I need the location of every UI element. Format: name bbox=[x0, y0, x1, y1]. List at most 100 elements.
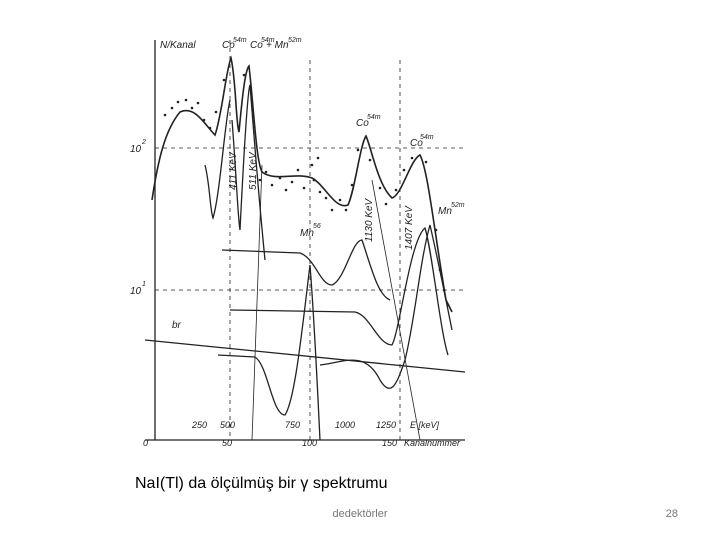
data-point bbox=[442, 288, 446, 292]
data-point bbox=[222, 78, 226, 82]
decade-base: 10 bbox=[130, 286, 142, 297]
peak-label-sup: 54m bbox=[367, 114, 381, 121]
energy-label: 411 KeV bbox=[228, 151, 239, 190]
data-points bbox=[163, 73, 450, 307]
data-point bbox=[202, 118, 206, 122]
data-point bbox=[208, 126, 212, 130]
channel-tick: 50 bbox=[222, 438, 232, 448]
peak-label-base: Co bbox=[356, 118, 369, 129]
peak-label-base: Mn bbox=[300, 228, 314, 239]
data-point bbox=[310, 163, 314, 167]
data-point bbox=[196, 101, 200, 105]
decade-sup: 2 bbox=[141, 139, 146, 146]
data-point bbox=[264, 170, 268, 174]
component-curve bbox=[204, 99, 231, 221]
peak-label-sup: 54m bbox=[233, 37, 247, 44]
data-point bbox=[384, 202, 388, 206]
component-curve bbox=[221, 239, 391, 301]
data-point bbox=[330, 208, 334, 212]
channel-axis-label: Kanalnummer bbox=[404, 438, 461, 448]
marker-line bbox=[251, 164, 263, 441]
data-point bbox=[378, 186, 382, 190]
data-point bbox=[170, 106, 174, 110]
data-point bbox=[338, 198, 342, 202]
peak-label-base: Co bbox=[222, 40, 235, 51]
data-point bbox=[410, 156, 414, 160]
peak-label-base: Co bbox=[410, 138, 423, 149]
data-point bbox=[424, 160, 428, 164]
data-point bbox=[270, 183, 274, 187]
data-point bbox=[318, 190, 322, 194]
marker-line bbox=[371, 179, 421, 441]
energy-tick: 1000 bbox=[335, 420, 355, 430]
peak-label-base: Mn bbox=[438, 206, 452, 217]
energy-tick: 750 bbox=[285, 420, 300, 430]
data-point bbox=[190, 106, 194, 110]
data-point bbox=[394, 188, 398, 192]
spectrum-curve bbox=[151, 55, 453, 313]
data-point bbox=[434, 228, 438, 232]
data-point bbox=[368, 158, 372, 162]
energy-tick: 250 bbox=[191, 420, 207, 430]
caption: NaI(Tl) da ölçülmüş bir γ spektrumu bbox=[135, 475, 388, 492]
peak-label-sup: 52m bbox=[451, 202, 465, 209]
data-point bbox=[312, 178, 316, 182]
data-point bbox=[290, 180, 294, 184]
data-point bbox=[284, 188, 288, 192]
energy-label: 1407 KeV bbox=[404, 205, 415, 250]
energy-label: 1130 KeV bbox=[364, 197, 375, 242]
energy-tick: 500 bbox=[220, 420, 235, 430]
peak-label-base: + Mn bbox=[266, 40, 289, 51]
component-curve bbox=[319, 224, 453, 389]
decade-label: 101 bbox=[130, 281, 146, 297]
data-point bbox=[258, 178, 262, 182]
peak-label-sup: 56 bbox=[313, 223, 321, 230]
background-line bbox=[144, 339, 466, 373]
y-axis-label: N/Kanal bbox=[160, 40, 196, 51]
energy-label: 511 KeV bbox=[248, 151, 259, 190]
data-point bbox=[242, 73, 246, 77]
data-point bbox=[302, 186, 306, 190]
energy-axis-label: E [keV] bbox=[410, 420, 440, 430]
data-point bbox=[163, 113, 167, 117]
peak-label-sup: 54m bbox=[420, 134, 434, 141]
decade-sup: 1 bbox=[142, 281, 146, 288]
data-point bbox=[356, 148, 360, 152]
component-curve bbox=[229, 226, 449, 356]
data-point bbox=[446, 303, 450, 307]
data-point bbox=[402, 168, 406, 172]
data-point bbox=[278, 176, 282, 180]
component-curve bbox=[231, 84, 266, 261]
data-point bbox=[214, 110, 218, 114]
peak-label-sup: 52m bbox=[288, 37, 302, 44]
footer: dedektörler bbox=[332, 508, 388, 520]
data-point bbox=[324, 196, 328, 200]
channel-tick: 0 bbox=[143, 438, 148, 448]
channel-tick: 150 bbox=[382, 438, 397, 448]
energy-tick: 1250 bbox=[376, 420, 396, 430]
data-point bbox=[350, 183, 354, 187]
data-point bbox=[316, 156, 320, 160]
data-point bbox=[344, 208, 348, 212]
page-number: 28 bbox=[665, 508, 678, 520]
peak-label: + Mn 52m bbox=[266, 37, 302, 51]
component-curve bbox=[217, 264, 321, 441]
peak-label-sup: 54m bbox=[261, 37, 275, 44]
peak-label-base: Co bbox=[250, 40, 263, 51]
data-point bbox=[438, 268, 442, 272]
decade-base: 10 bbox=[130, 144, 142, 155]
data-point bbox=[296, 168, 300, 172]
data-point bbox=[176, 100, 180, 104]
data-point bbox=[184, 98, 188, 102]
decade-label: 102 bbox=[130, 139, 146, 155]
channel-tick: 100 bbox=[302, 438, 317, 448]
background-label: br bbox=[172, 320, 182, 331]
